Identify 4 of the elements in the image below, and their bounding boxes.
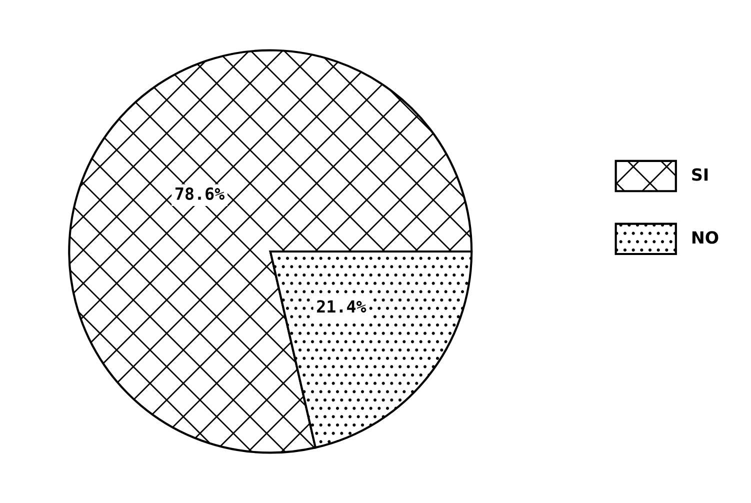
data-label: 78.6% <box>176 187 224 200</box>
legend-label: SI <box>692 168 708 181</box>
data-label: 21.4% <box>317 300 366 312</box>
legend-label: NO <box>692 231 718 244</box>
